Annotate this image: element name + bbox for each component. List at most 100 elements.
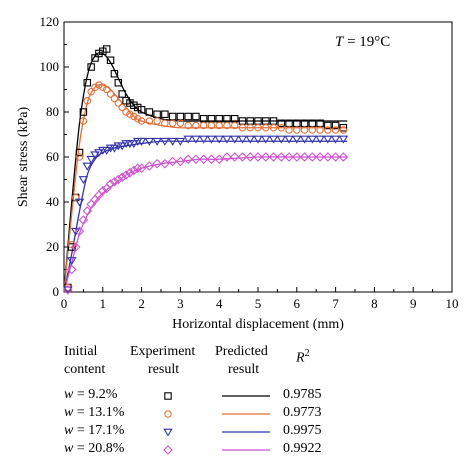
data-point — [338, 152, 349, 162]
legend-row-value: = 17.1% — [73, 423, 125, 438]
data-point — [262, 124, 270, 132]
data-point — [229, 152, 240, 162]
data-point — [75, 148, 84, 157]
data-point — [122, 108, 130, 116]
x-tick-label: 8 — [371, 296, 378, 311]
data-point — [175, 156, 186, 167]
data-point — [114, 79, 123, 87]
data-point — [153, 117, 161, 125]
data-point — [94, 190, 104, 201]
data-point — [184, 112, 192, 121]
data-point — [214, 135, 224, 144]
y-tick-label: 60 — [46, 149, 59, 164]
data-point — [99, 47, 107, 55]
data-point — [137, 106, 146, 114]
data-point — [199, 121, 208, 130]
data-point — [268, 135, 279, 144]
legend-row-label: w = 9.2% — [64, 387, 117, 403]
data-point — [323, 135, 333, 144]
data-point — [66, 264, 77, 275]
data-point — [229, 135, 240, 144]
data-point — [122, 97, 130, 105]
legend-header-r2: R2 — [296, 348, 310, 366]
data-point — [160, 137, 170, 146]
data-point — [130, 101, 138, 110]
data-point — [74, 226, 85, 237]
data-point — [94, 149, 104, 158]
data-point — [63, 286, 73, 295]
data-point — [78, 176, 89, 185]
data-point — [118, 103, 126, 112]
data-point — [82, 206, 93, 216]
data-point — [144, 161, 155, 171]
data-point — [113, 174, 124, 185]
data-point — [118, 90, 126, 98]
data-point — [68, 243, 76, 251]
y-axis-title: Shear stress (kPa) — [16, 107, 31, 208]
data-point — [71, 193, 80, 202]
data-point — [331, 121, 340, 130]
data-point — [117, 142, 127, 151]
x-tick-label: 7 — [332, 296, 339, 311]
data-point — [254, 124, 262, 132]
legend-header-content-2: content — [64, 362, 106, 377]
data-point — [206, 135, 217, 144]
fit-line-1 — [63, 84, 348, 293]
data-point — [268, 152, 279, 162]
data-point — [95, 81, 103, 89]
legend-marker — [163, 445, 173, 455]
y-tick-label: 0 — [53, 284, 60, 299]
legend-marker — [164, 410, 172, 418]
data-point — [78, 215, 89, 225]
x-axis-title: Horizontal displacement (mm) — [172, 317, 344, 332]
legend-row-var: w — [64, 423, 74, 438]
data-point — [331, 126, 340, 134]
data-point — [316, 126, 324, 134]
x-tick-label: 5 — [255, 296, 262, 311]
data-point — [152, 158, 162, 169]
data-point — [121, 170, 131, 180]
data-point — [183, 135, 193, 144]
data-point — [324, 126, 332, 134]
data-point — [215, 121, 223, 130]
data-point — [192, 112, 200, 121]
data-point — [198, 154, 209, 165]
legend-row-r2: 0.9922 — [283, 441, 322, 456]
data-point — [91, 83, 99, 92]
data-point — [126, 99, 134, 107]
legend-header-predicted-1: Predicted — [215, 344, 268, 359]
legend-row-r2: 0.9975 — [283, 423, 322, 438]
data-point — [284, 152, 294, 162]
data-point — [237, 152, 248, 162]
data-point — [63, 284, 73, 295]
legend-row-label: w = 13.1% — [64, 405, 124, 421]
data-point — [230, 121, 239, 130]
data-point — [133, 103, 142, 112]
fit-line-0 — [63, 52, 348, 293]
data-point — [192, 121, 200, 130]
data-point — [83, 97, 92, 105]
legend-row-label: w = 20.8% — [64, 441, 124, 457]
data-point — [83, 79, 92, 87]
data-point — [99, 83, 107, 92]
legend-marker — [163, 428, 173, 437]
data-point — [130, 112, 138, 121]
data-point — [87, 88, 95, 96]
data-point — [330, 135, 341, 144]
data-point — [246, 124, 254, 132]
y-tick-label: 80 — [46, 104, 59, 119]
data-point — [136, 163, 147, 174]
x-tick-label: 2 — [138, 296, 145, 311]
data-point — [117, 172, 127, 183]
data-point — [102, 45, 111, 53]
data-point — [300, 126, 309, 134]
x-tick-label: 10 — [446, 296, 459, 311]
data-point — [323, 152, 333, 162]
legend-header-predicted-2: result — [228, 362, 260, 377]
data-point — [269, 124, 278, 132]
data-point — [82, 162, 93, 171]
data-point — [109, 144, 120, 153]
data-point — [253, 135, 263, 144]
data-point — [168, 112, 177, 121]
data-point — [66, 257, 77, 266]
